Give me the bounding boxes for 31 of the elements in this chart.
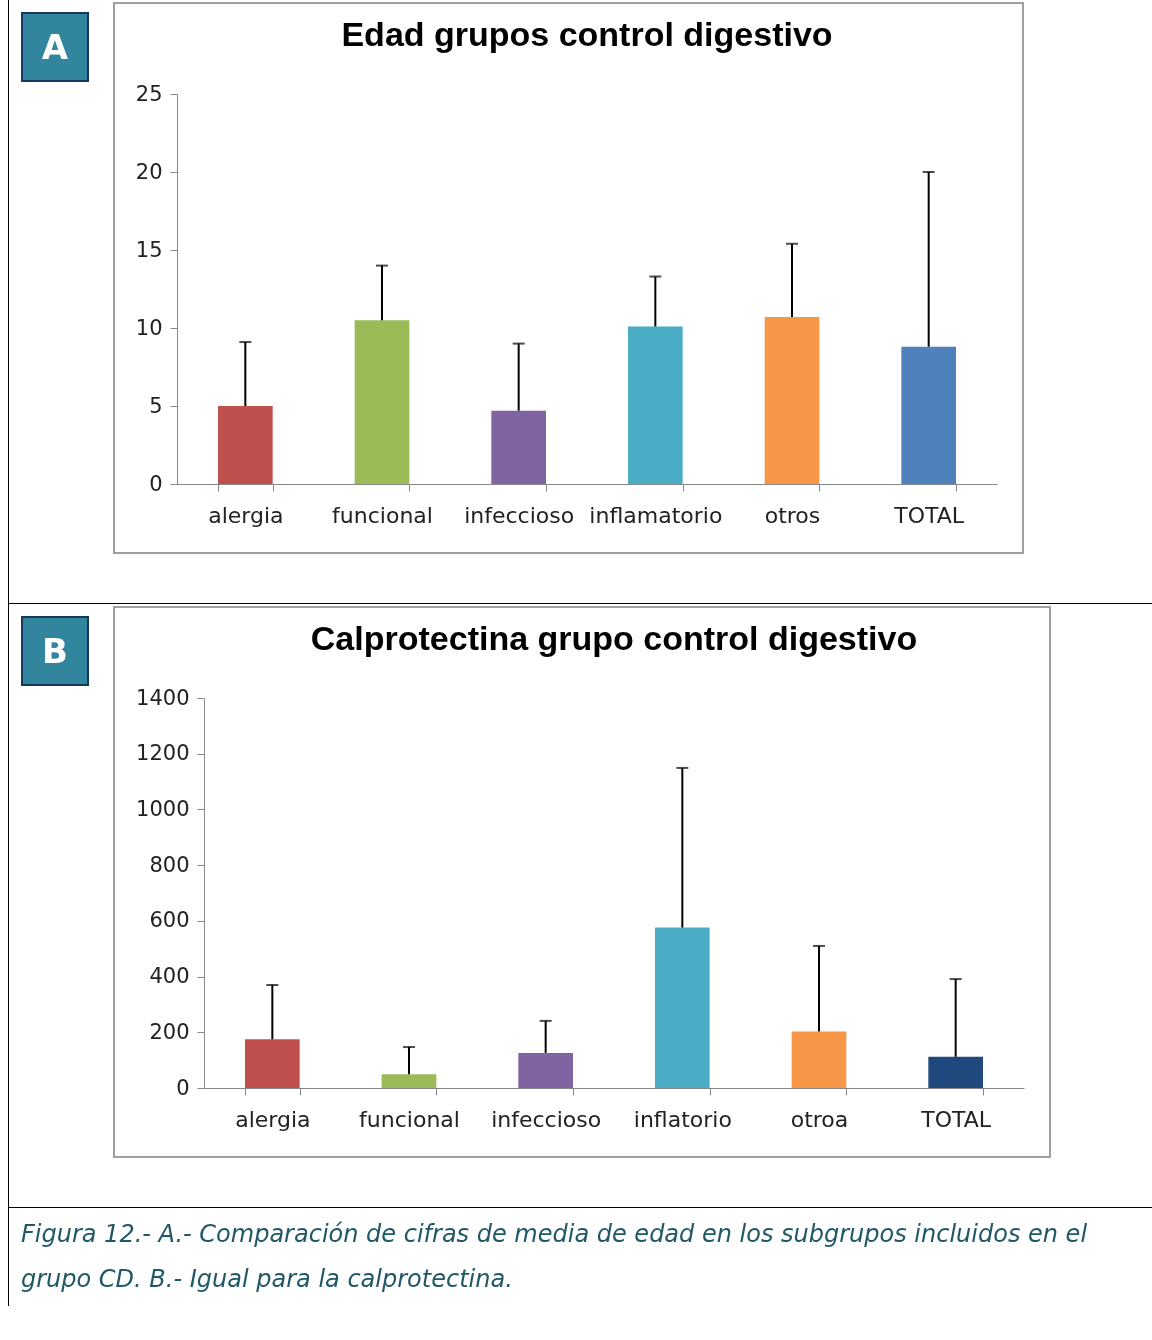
x-tick-label: TOTAL [893,502,965,528]
chart-title: Edad grupos control digestivo [341,15,833,53]
y-tick-label: 400 [149,964,190,989]
text: A [21,12,89,82]
y-tick-label: 800 [149,852,190,877]
y-tick-label: 0 [149,471,163,496]
x-tick-label: inflamatorio [589,502,723,528]
y-tick-label: 1000 [136,796,190,821]
y-tick-label: 25 [135,81,163,106]
x-tick-label: otros [764,502,821,528]
y-tick-label: 1400 [136,685,190,710]
y-tick-label: 1200 [136,741,190,766]
y-tick-label: 0 [176,1075,190,1100]
x-tick-label: inflatorio [633,1106,732,1132]
x-tick-label: otroa [790,1106,849,1132]
y-tick-label: 200 [149,1019,190,1044]
text: B [21,616,89,686]
y-tick-label: 15 [135,237,163,262]
x-tick-label: TOTAL [920,1106,992,1132]
x-tick-label: infeccioso [491,1106,602,1132]
x-tick-label: funcional [359,1106,460,1132]
x-tick-label: alergia [235,1106,311,1132]
y-tick-label: 20 [135,159,163,184]
x-tick-label: funcional [332,502,433,528]
y-tick-label: 5 [149,393,163,418]
y-tick-label: 10 [135,315,163,340]
text: Figura 12.- A.- Comparación de cifras de media de edad en los subgrupos incluidos en el grupo CD. B.- Igual para la calprotectina. [8,1208,1151,1306]
x-tick-label: infeccioso [464,502,575,528]
y-tick-label: 600 [149,908,190,933]
chart-title: Calprotectina grupo control digestivo [310,619,918,657]
x-tick-label: alergia [208,502,284,528]
